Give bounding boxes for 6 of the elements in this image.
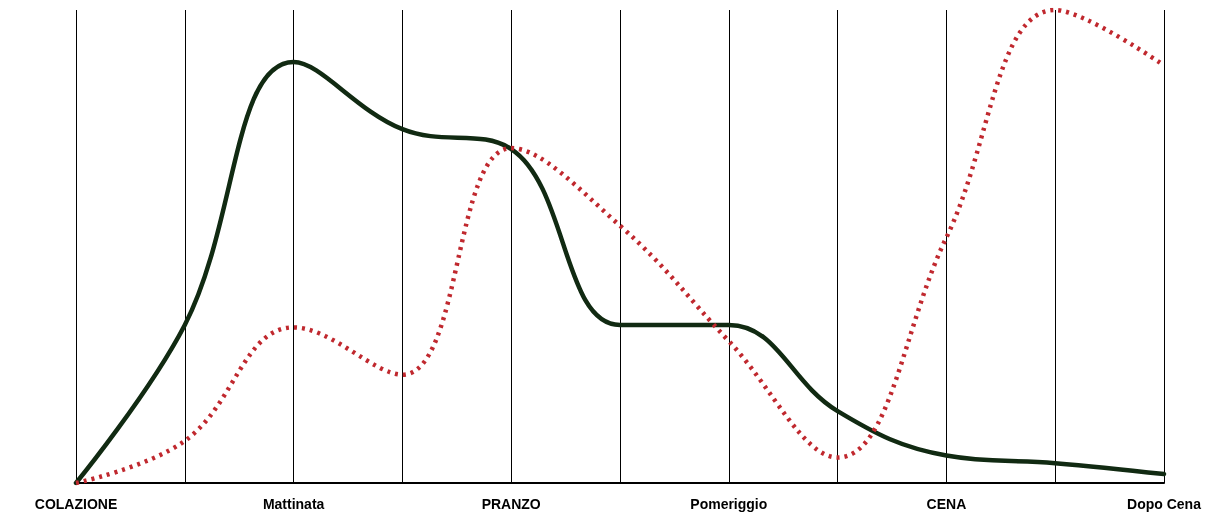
- x-tick-label: Dopo Cena: [1127, 496, 1202, 512]
- x-tick-label: COLAZIONE: [34, 496, 118, 512]
- x-tick-label: Pomeriggio: [690, 496, 768, 512]
- x-tick-label: PRANZO: [481, 496, 541, 512]
- x-tick-label: CENA: [926, 496, 967, 512]
- x-tick-label: Mattinata: [262, 496, 325, 512]
